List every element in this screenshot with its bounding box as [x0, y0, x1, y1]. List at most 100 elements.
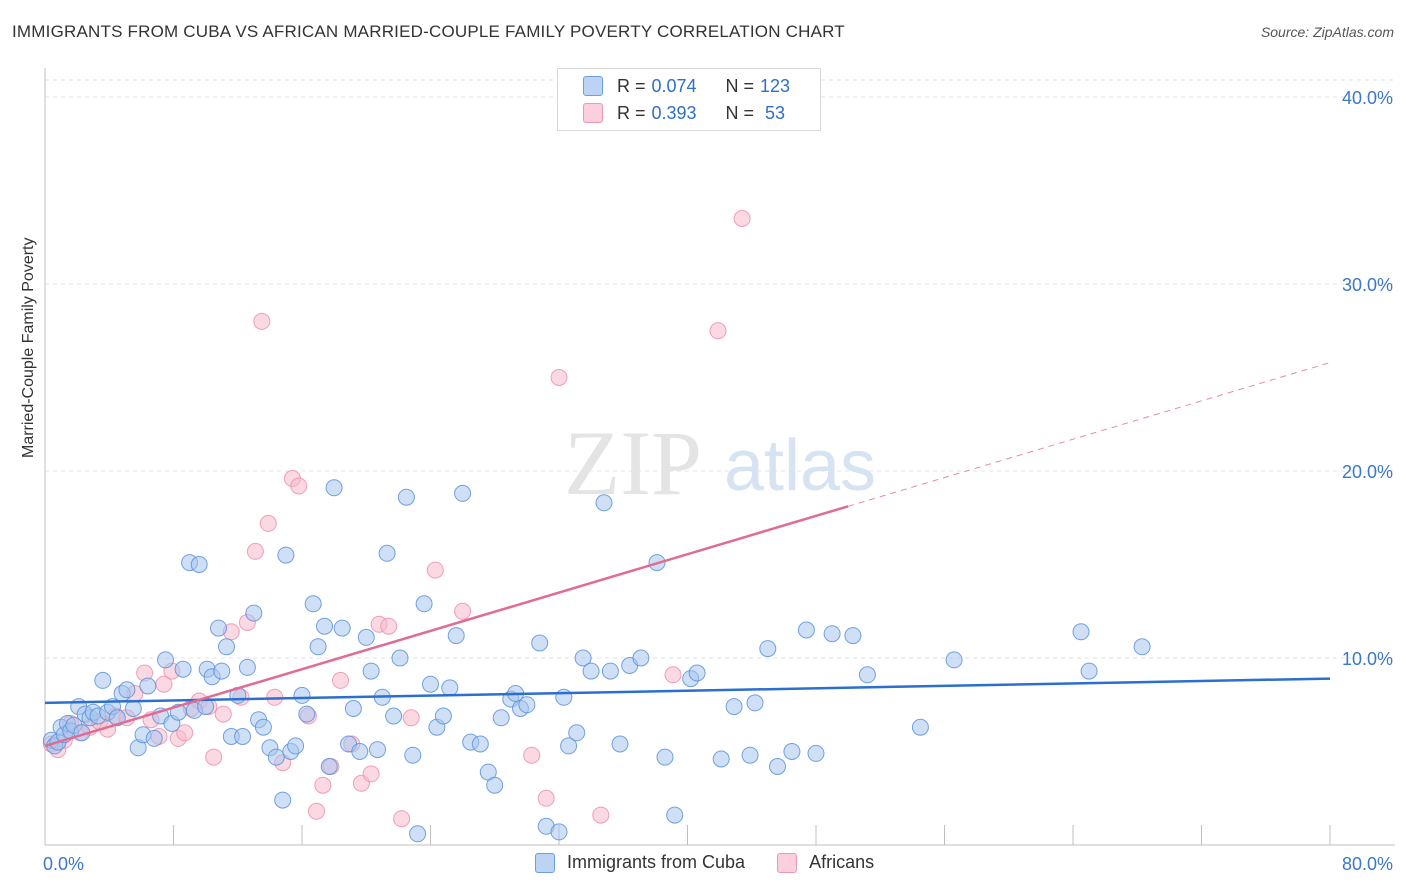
legend-row-africans: R = 0.393 N = 53 — [583, 102, 785, 124]
africans-point — [523, 746, 541, 764]
cuba-point — [190, 556, 208, 573]
legend-r-label: R = — [617, 75, 646, 96]
legend-swatch-cuba — [583, 76, 603, 96]
africans-point — [205, 748, 223, 766]
africans-point — [709, 322, 727, 340]
africans-point — [259, 514, 277, 532]
trend-line-cuba — [44, 677, 1331, 705]
cuba-point — [434, 707, 452, 725]
cuba-point — [210, 619, 227, 637]
africans-point — [362, 765, 380, 783]
cuba-point — [118, 681, 136, 699]
cuba-point — [471, 735, 489, 753]
legend-n-label: N = — [725, 102, 755, 123]
cuba-point — [560, 737, 578, 755]
chart-title: IMMIGRANTS FROM CUBA VS AFRICAN MARRIED-… — [12, 22, 845, 41]
legend-item-africans[interactable]: Africans — [777, 852, 874, 873]
cuba-point — [344, 700, 362, 717]
cuba-point — [582, 662, 600, 680]
correlation-legend: R = 0.074 N = 123 R = 0.393 N = 53 — [557, 68, 821, 131]
cuba-point — [601, 662, 619, 680]
cuba-point — [807, 744, 825, 762]
legend-r-label: R = — [617, 102, 646, 123]
cuba-point — [357, 628, 375, 646]
cuba-point — [245, 604, 263, 622]
cuba-point — [333, 619, 351, 637]
cuba-point — [391, 649, 409, 667]
cuba-point — [797, 621, 815, 639]
legend-row-cuba: R = 0.074 N = 123 — [583, 75, 790, 97]
africans-point — [332, 671, 349, 689]
cuba-point — [362, 662, 380, 680]
x-tick-label: 80.0% — [1342, 854, 1393, 874]
africans-point — [550, 369, 568, 386]
africans-point — [664, 666, 682, 684]
cuba-point — [351, 743, 369, 760]
africans-point — [314, 776, 332, 794]
cuba-point — [174, 660, 192, 678]
y-tick-label: 40.0% — [1342, 88, 1393, 108]
tick-labels: 10.0% 20.0% 30.0% 40.0% 0.0% 80.0% — [43, 88, 1393, 874]
africans-point — [214, 705, 232, 723]
cuba-point — [298, 705, 316, 723]
cuba-point — [783, 743, 801, 760]
cuba-point — [844, 627, 862, 645]
cuba-point — [858, 666, 876, 684]
africans-point — [592, 806, 610, 824]
legend-label-africans: Africans — [809, 852, 875, 872]
cuba-point — [218, 638, 235, 656]
legend-swatch-africans — [583, 103, 603, 123]
cuba-point — [124, 700, 142, 717]
cuba-point — [274, 791, 292, 809]
axes — [44, 68, 1395, 846]
trend-line-africans — [44, 505, 849, 748]
cuba-point — [823, 625, 841, 643]
cuba-point — [486, 776, 504, 794]
africans-point — [454, 602, 472, 620]
africans-point — [402, 709, 420, 727]
cuba-point — [108, 709, 126, 727]
cuba-point — [447, 627, 465, 645]
cuba-point — [632, 649, 650, 667]
cuba-point — [254, 718, 272, 736]
africans-point — [380, 617, 398, 635]
watermark-atlas: atlas — [724, 426, 876, 506]
cuba-point — [422, 675, 439, 693]
cuba-point — [518, 696, 536, 714]
cuba-point — [378, 544, 396, 562]
cuba-point — [369, 741, 386, 759]
legend-n-value: 53 — [760, 102, 786, 123]
cuba-point — [316, 617, 333, 635]
cuba-point — [1072, 623, 1090, 641]
cuba-point — [1133, 638, 1151, 656]
cuba-point — [94, 671, 112, 689]
cuba-point — [157, 651, 174, 669]
series-legend: Immigrants from Cuba Africans — [535, 852, 906, 873]
trend-lines — [44, 362, 1331, 748]
source-label: Source: ZipAtlas.com — [1260, 24, 1394, 40]
cuba-point — [945, 651, 963, 669]
legend-swatch-africans — [777, 852, 798, 873]
cuba-point — [397, 488, 415, 506]
y-tick-label: 20.0% — [1342, 462, 1393, 482]
cuba-point — [555, 688, 573, 706]
cuba-point — [404, 746, 422, 764]
cuba-point — [320, 758, 338, 775]
cuba-point — [415, 595, 433, 613]
cuba-point — [688, 664, 706, 682]
cuba-point — [911, 718, 929, 736]
watermark: ZIP atlas — [564, 412, 876, 514]
cuba-point — [769, 758, 786, 775]
cuba-point — [293, 686, 311, 704]
cuba-point — [287, 737, 305, 755]
cuba-point — [531, 634, 549, 652]
legend-n-label: N = — [725, 75, 755, 96]
series-immigrants-from-cuba — [42, 479, 1151, 843]
cuba-point — [267, 748, 285, 766]
legend-item-cuba[interactable]: Immigrants from Cuba — [535, 852, 745, 873]
africans-point — [426, 561, 444, 579]
cuba-point — [238, 658, 256, 676]
africans-point — [253, 312, 271, 330]
cuba-point — [550, 823, 568, 841]
